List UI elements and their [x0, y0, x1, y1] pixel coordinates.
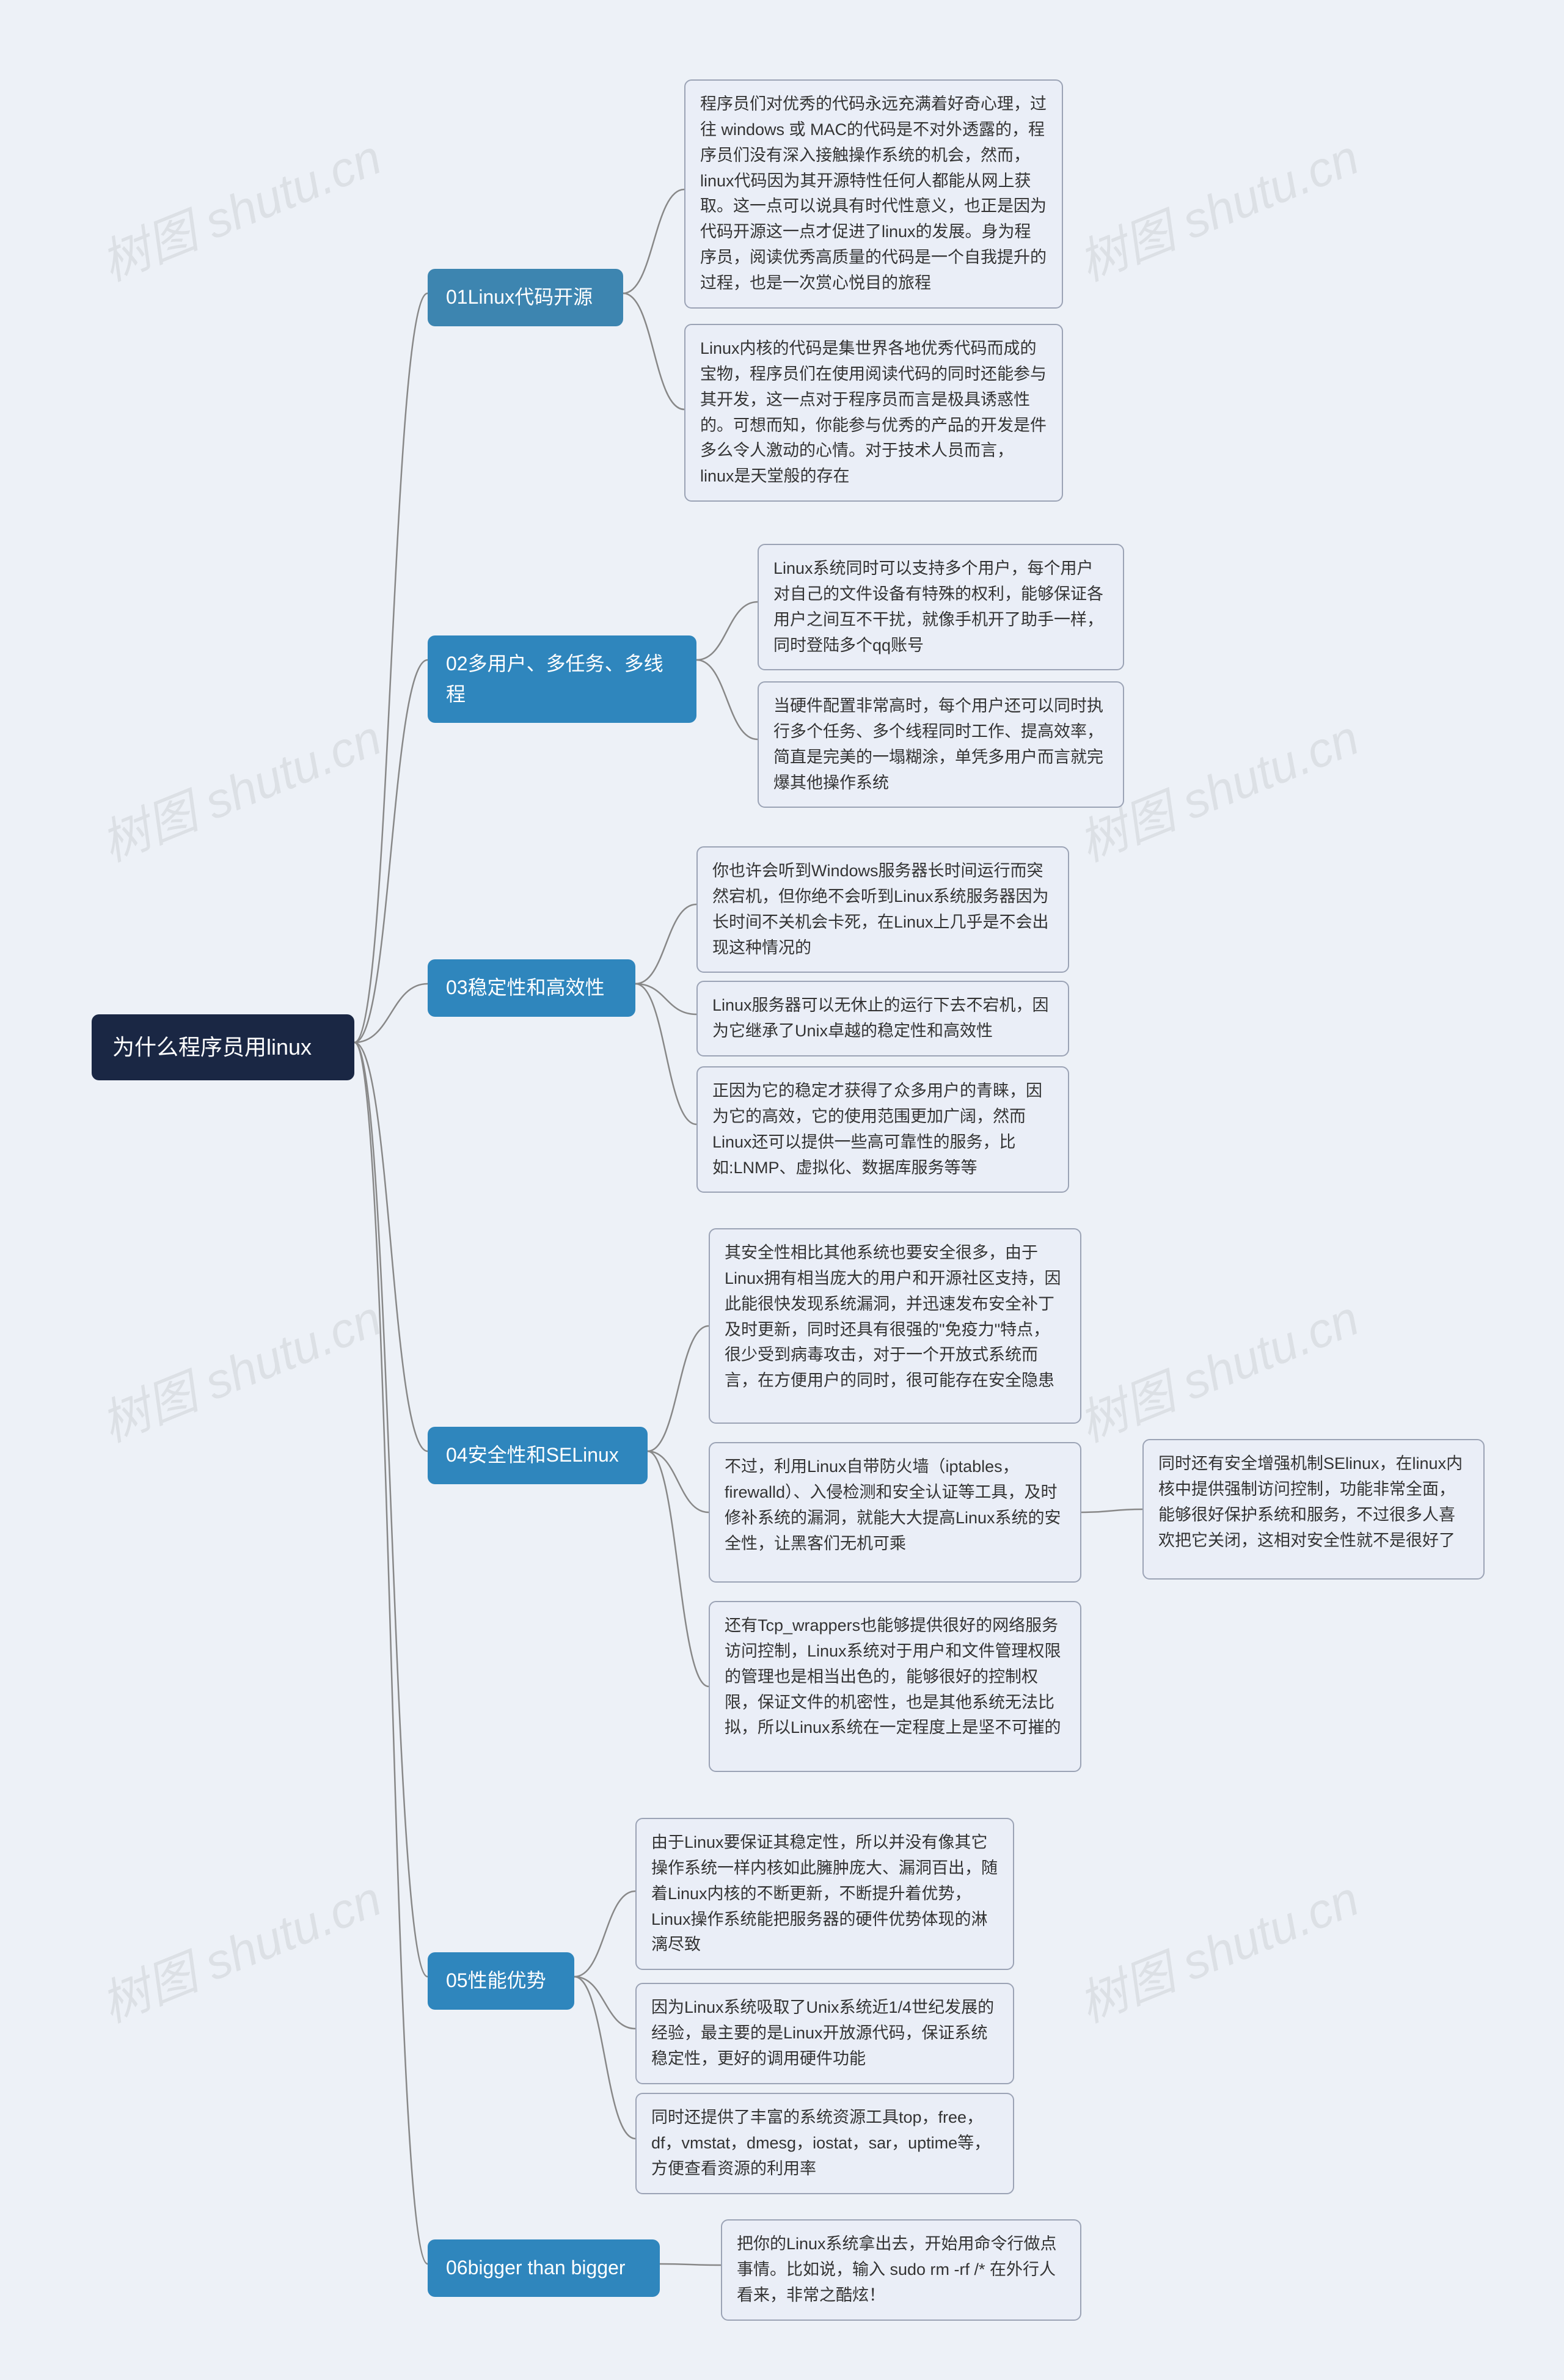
leaf-node: 因为Linux系统吸取了Unix系统近1/4世纪发展的经验，最主要的是Linux… — [635, 1983, 1014, 2084]
leaf-node: 程序员们对优秀的代码永远充满着好奇心理，过往 windows 或 MAC的代码是… — [684, 79, 1063, 309]
branch-node: 03稳定性和高效性 — [428, 959, 635, 1017]
leaf-node: 由于Linux要保证其稳定性，所以并没有像其它操作系统一样内核如此臃肿庞大、漏洞… — [635, 1818, 1014, 1970]
leaf-node: 同时还有安全增强机制SElinux，在linux内核中提供强制访问控制，功能非常… — [1142, 1439, 1485, 1580]
leaf-node: 当硬件配置非常高时，每个用户还可以同时执行多个任务、多个线程同时工作、提高效率，… — [758, 681, 1124, 808]
branch-node: 02多用户、多任务、多线程 — [428, 635, 696, 723]
leaf-node: 不过，利用Linux自带防火墙（iptables，firewalld）、入侵检测… — [709, 1442, 1081, 1583]
watermark: 树图 shutu.cn — [89, 118, 390, 295]
watermark: 树图 shutu.cn — [1067, 1279, 1368, 1455]
watermark: 树图 shutu.cn — [1067, 118, 1368, 295]
mindmap-canvas: 树图 shutu.cn 树图 shutu.cn 树图 shutu.cn 树图 shut… — [0, 0, 1564, 2380]
leaf-node: Linux内核的代码是集世界各地优秀代码而成的宝物，程序员们在使用阅读代码的同时… — [684, 324, 1063, 502]
watermark: 树图 shutu.cn — [1067, 1859, 1368, 2036]
watermark: 树图 shutu.cn — [89, 1279, 390, 1455]
leaf-node: 还有Tcp_wrappers也能够提供很好的网络服务访问控制，Linux系统对于… — [709, 1601, 1081, 1772]
branch-node: 04安全性和SELinux — [428, 1427, 648, 1484]
leaf-node: 同时还提供了丰富的系统资源工具top，free，df，vmstat，dmesg，… — [635, 2093, 1014, 2194]
leaf-node: 把你的Linux系统拿出去，开始用命令行做点事情。比如说，输入 sudo rm … — [721, 2219, 1081, 2321]
root-node: 为什么程序员用linux — [92, 1014, 354, 1080]
leaf-node: Linux系统同时可以支持多个用户，每个用户对自己的文件设备有特殊的权利，能够保… — [758, 544, 1124, 670]
branch-node: 06bigger than bigger — [428, 2239, 660, 2297]
leaf-node: Linux服务器可以无休止的运行下去不宕机，因为它继承了Unix卓越的稳定性和高… — [696, 981, 1069, 1056]
leaf-node: 其安全性相比其他系统也要安全很多，由于Linux拥有相当庞大的用户和开源社区支持… — [709, 1228, 1081, 1424]
leaf-node: 正因为它的稳定才获得了众多用户的青睐，因为它的高效，它的使用范围更加广阔，然而L… — [696, 1066, 1069, 1193]
branch-node: 01Linux代码开源 — [428, 269, 623, 326]
watermark: 树图 shutu.cn — [89, 698, 390, 875]
watermark: 树图 shutu.cn — [89, 1859, 390, 2036]
leaf-node: 你也许会听到Windows服务器长时间运行而突然宕机，但你绝不会听到Linux系… — [696, 846, 1069, 973]
branch-node: 05性能优势 — [428, 1952, 574, 2010]
